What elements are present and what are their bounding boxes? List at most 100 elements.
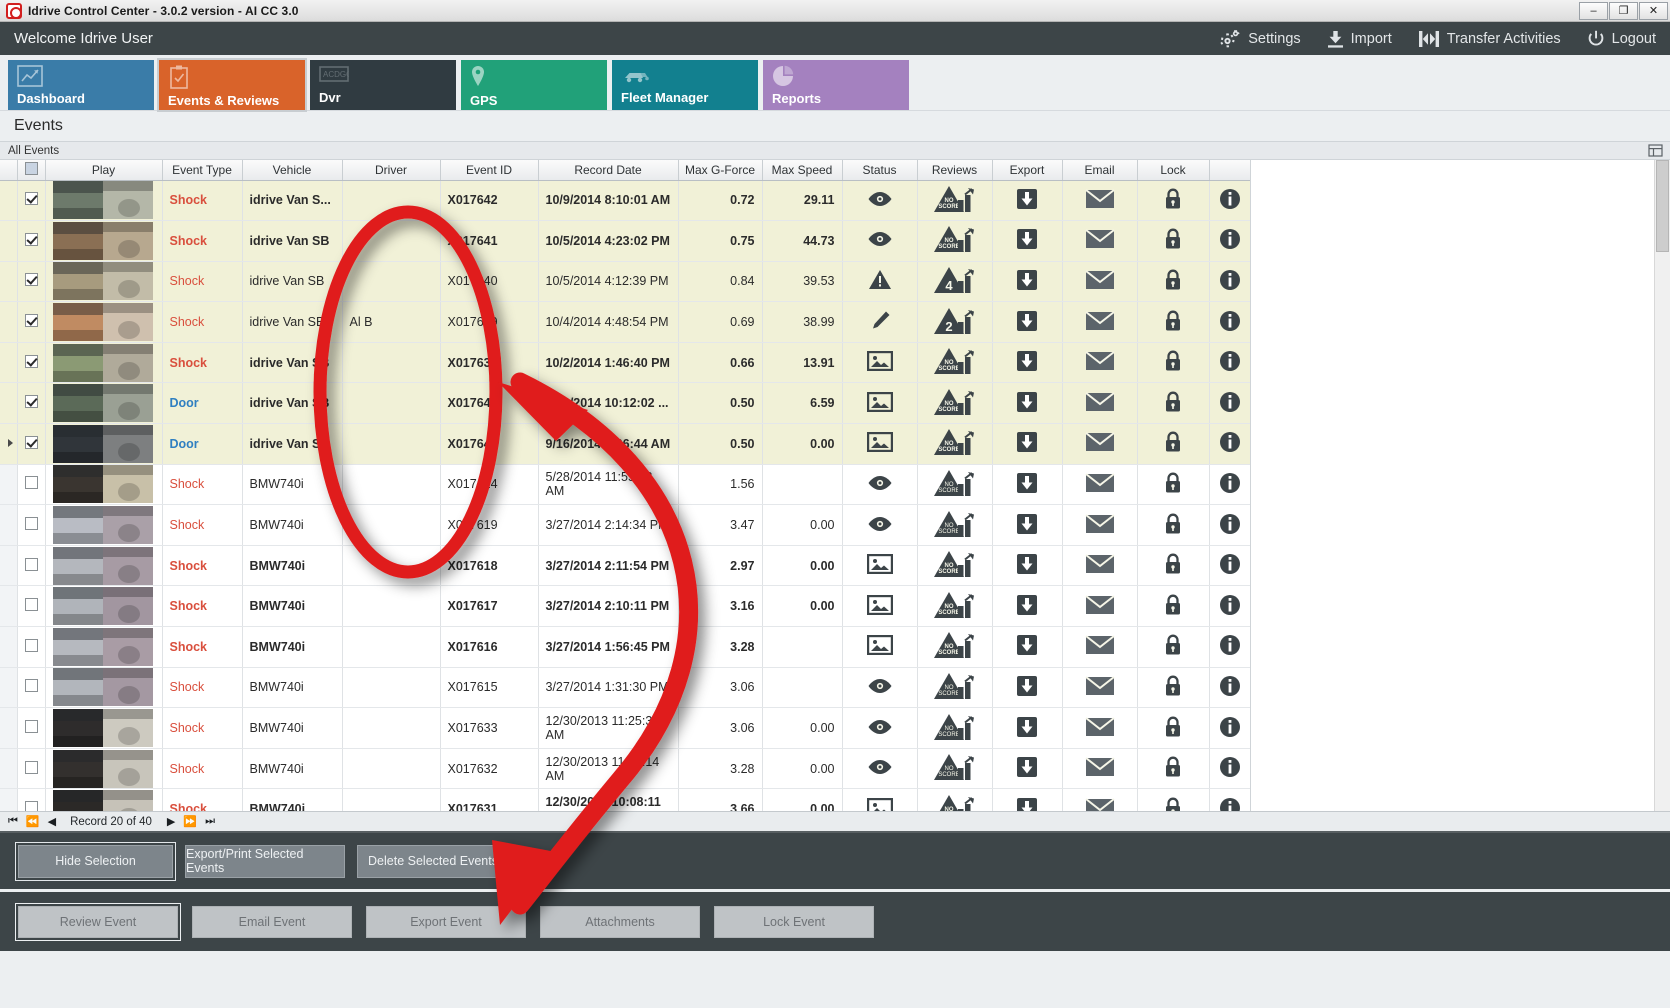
export-cell[interactable] [992,220,1063,262]
row-checkbox[interactable] [24,598,38,612]
col-max-gforce[interactable]: Max G-Force [678,160,763,181]
row-select-cell[interactable] [17,382,46,425]
settings-button[interactable]: Settings [1219,29,1301,48]
info-cell[interactable] [1209,545,1251,587]
table-row[interactable]: Shock idrive Van SB X017638 10/2/2014 1:46:… [0,342,1251,384]
lock-cell[interactable] [1137,585,1210,628]
table-row[interactable]: Shock BMW740i X017624 5/28/2014 11:55:28 AM… [0,464,1251,506]
col-email[interactable]: Email [1062,160,1138,181]
grid-vertical-scrollbar[interactable] [1654,160,1670,811]
col-reviews[interactable]: Reviews [917,160,993,181]
pager-prev-button[interactable]: ◀ [47,816,57,828]
export-cell[interactable] [992,464,1063,506]
play-thumbnail-cell[interactable] [45,464,163,506]
row-select-cell[interactable] [17,545,46,587]
row-checkbox[interactable] [24,192,38,206]
row-checkbox[interactable] [24,395,38,409]
export-cell[interactable] [992,545,1063,587]
row-select-cell[interactable] [17,261,46,303]
email-cell[interactable] [1062,423,1138,465]
row-checkbox[interactable] [24,760,38,774]
lock-cell[interactable] [1137,626,1210,668]
minimize-button[interactable]: – [1579,1,1608,20]
maximize-button[interactable]: ❐ [1609,1,1638,20]
row-select-cell[interactable] [17,220,46,262]
email-cell[interactable] [1062,748,1138,790]
lock-cell[interactable] [1137,423,1210,465]
col-driver[interactable]: Driver [342,160,441,181]
row-select-cell[interactable] [17,504,46,546]
lock-cell[interactable] [1137,464,1210,506]
play-thumbnail-cell[interactable] [45,585,163,628]
grid-settings-icon[interactable] [1648,143,1664,162]
export-cell[interactable] [992,423,1063,465]
play-thumbnail-cell[interactable] [45,667,163,709]
play-thumbnail-cell[interactable] [45,423,163,465]
status-cell[interactable] [842,464,918,506]
col-event-type[interactable]: Event Type [162,160,243,181]
row-select-cell[interactable] [17,585,46,628]
email-event-button[interactable]: Email Event [192,905,352,938]
col-vehicle[interactable]: Vehicle [242,160,343,181]
email-cell[interactable] [1062,261,1138,303]
row-select-cell[interactable] [17,788,46,811]
row-checkbox[interactable] [24,354,38,368]
info-cell[interactable] [1209,382,1251,425]
info-cell[interactable] [1209,301,1251,343]
play-thumbnail-cell[interactable] [45,342,163,384]
lock-cell[interactable] [1137,788,1210,811]
export-cell[interactable] [992,261,1063,303]
lock-cell[interactable] [1137,220,1210,262]
col-play[interactable]: Play [45,160,163,181]
hide-selection-button[interactable]: Hide Selection [15,841,176,881]
attachments-button[interactable]: Attachments [540,905,700,938]
email-cell[interactable] [1062,788,1138,811]
pager-next-page-button[interactable]: ⏩ [183,816,197,828]
row-select-cell[interactable] [17,748,46,790]
play-thumbnail-cell[interactable] [45,220,163,262]
col-event-id[interactable]: Event ID [440,160,539,181]
info-cell[interactable] [1209,504,1251,546]
play-thumbnail-cell[interactable] [45,301,163,343]
email-cell[interactable] [1062,180,1138,222]
lock-cell[interactable] [1137,382,1210,425]
info-cell[interactable] [1209,788,1251,811]
info-cell[interactable] [1209,585,1251,628]
email-cell[interactable] [1062,220,1138,262]
status-cell[interactable] [842,220,918,262]
tile-dvr[interactable]: ACDGC Dvr [310,60,456,110]
row-checkbox[interactable] [24,232,38,246]
status-cell[interactable] [842,585,918,628]
col-record-date[interactable]: Record Date [538,160,679,181]
play-thumbnail-cell[interactable] [45,788,163,811]
email-cell[interactable] [1062,504,1138,546]
table-row[interactable]: Shock BMW740i X017615 3/27/2014 1:31:30 PM 3… [0,667,1251,709]
lock-cell[interactable] [1137,504,1210,546]
export-cell[interactable] [992,707,1063,749]
col-max-speed[interactable]: Max Speed [762,160,843,181]
export-cell[interactable] [992,180,1063,222]
row-select-cell[interactable] [17,626,46,668]
col-status[interactable]: Status [842,160,918,181]
tile-gps[interactable]: GPS [461,60,607,110]
pager-last-button[interactable]: ⏭ [205,815,215,827]
row-checkbox[interactable] [24,476,38,490]
email-cell[interactable] [1062,301,1138,343]
export-cell[interactable] [992,342,1063,384]
email-cell[interactable] [1062,545,1138,587]
row-checkbox[interactable] [24,435,38,449]
import-button[interactable]: Import [1327,30,1392,48]
row-checkbox[interactable] [24,557,38,571]
table-row[interactable]: Shock idrive Van S... X017642 10/9/2014 8:1… [0,180,1251,222]
table-row[interactable]: Shock idrive Van SB Al B X017639 10/4/2014 4… [0,301,1251,343]
info-cell[interactable] [1209,342,1251,384]
lock-cell[interactable] [1137,342,1210,384]
